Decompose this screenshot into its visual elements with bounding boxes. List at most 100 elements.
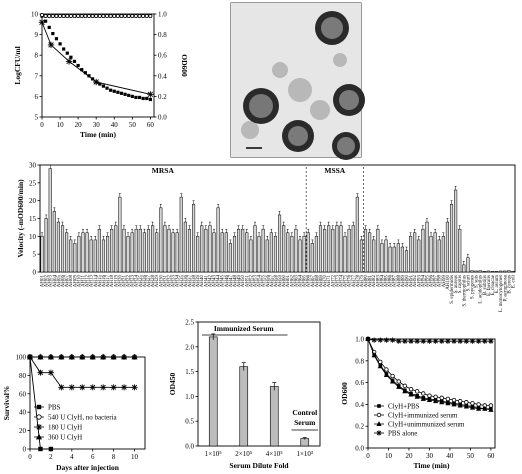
category-label: P. aeruginosa (503, 274, 508, 301)
category-label: AH51 (245, 275, 250, 288)
category-label: AH33 (172, 275, 177, 288)
axes-frame (41, 13, 155, 118)
bar (69, 239, 73, 273)
category-label: AH07 (65, 275, 70, 288)
category-label: AH42 (208, 275, 213, 288)
category-label: AH68 (315, 275, 320, 288)
category-label: AH79 (360, 275, 365, 288)
category-label: AH98 (438, 275, 443, 288)
data-point (101, 84, 106, 88)
data-point (76, 63, 80, 68)
bar (425, 221, 429, 273)
bar (433, 232, 437, 273)
category-label: AH12 (86, 275, 91, 288)
category-label: AH93 (417, 275, 422, 288)
bar (85, 232, 89, 273)
data-point (488, 406, 494, 412)
data-point (94, 14, 99, 19)
x-tick-label: 1×10⁵ (205, 450, 222, 458)
data-point (141, 14, 146, 19)
star-stroke (147, 91, 154, 98)
bar (470, 270, 474, 273)
category-label: AH31 (163, 275, 168, 288)
data-point (58, 14, 63, 19)
bar (294, 228, 298, 273)
bar (130, 232, 134, 273)
star-stroke (376, 430, 382, 436)
data-point (110, 384, 117, 391)
x-tick-label: 30 (93, 121, 101, 129)
y-tick-label: 20 (29, 197, 37, 205)
data-point (427, 393, 432, 398)
data-point (408, 391, 414, 397)
star-stroke (37, 370, 44, 376)
category-label: AH91 (409, 275, 414, 288)
data-point (54, 37, 59, 41)
category-label: AH75 (344, 275, 349, 288)
category-label: AH81 (368, 275, 373, 288)
bar (126, 236, 130, 273)
category-label: AH74 (339, 275, 344, 288)
x-tick-label: 50 (467, 452, 475, 460)
category-label: AH87 (393, 275, 398, 288)
category-label: AH35 (180, 275, 185, 288)
category-label: AH45 (221, 275, 226, 288)
data-point (100, 353, 107, 360)
data-point (408, 338, 414, 344)
bar (355, 196, 359, 273)
data-point (110, 353, 117, 360)
data-point (133, 14, 138, 19)
data-point (377, 404, 381, 408)
category-label: AH62 (290, 275, 295, 288)
y-tick-label: 15 (29, 215, 37, 223)
category-label: AH14 (94, 275, 99, 288)
category-label: S. sciuri (466, 274, 471, 291)
category-label: AH46 (225, 275, 230, 288)
bar (138, 228, 142, 273)
category-label: S. suis (475, 275, 480, 288)
bar (404, 250, 409, 273)
data-point (48, 446, 54, 452)
data-point (396, 338, 402, 344)
x-tick-label: 2 (49, 453, 53, 461)
category-label: AH61 (286, 275, 291, 288)
x-tick-label: 4 (70, 453, 74, 461)
data-point (72, 14, 77, 19)
star-stroke (90, 384, 96, 390)
data-point (384, 367, 389, 372)
y-tick-label: 10 (29, 233, 37, 241)
category-label: AH64 (299, 275, 304, 288)
data-point (109, 88, 113, 92)
bar (261, 228, 265, 273)
category-label: AH36 (184, 275, 189, 288)
category-label: AH22 (127, 275, 132, 288)
bar (44, 218, 48, 273)
bar (146, 228, 151, 273)
bar (241, 228, 245, 273)
micrograph-image (230, 2, 365, 160)
category-label: AH52 (249, 275, 254, 288)
data-point (87, 74, 91, 78)
y-tick-label: 0.5 (185, 418, 194, 426)
bar (421, 228, 425, 273)
data-point (36, 414, 42, 420)
data-point (76, 14, 81, 19)
bar (265, 239, 269, 273)
x-tick-label: 0 (366, 452, 370, 460)
data-point (89, 384, 96, 391)
bar (110, 228, 114, 273)
bacterial-cell (243, 88, 279, 124)
category-label: AH56 (266, 275, 271, 288)
category-label: AH02 (45, 275, 50, 288)
bacterial-cell (333, 84, 365, 116)
bar (474, 270, 478, 273)
category-label: B. subtilis (483, 275, 488, 295)
category-label: AH72 (331, 275, 336, 288)
y-tick-label: 6 (35, 93, 39, 101)
axes-frame (197, 321, 321, 447)
category-label: AH96 (430, 275, 435, 288)
bar (212, 232, 216, 273)
data-point (54, 14, 59, 19)
bar (183, 221, 187, 273)
bar (298, 239, 302, 273)
